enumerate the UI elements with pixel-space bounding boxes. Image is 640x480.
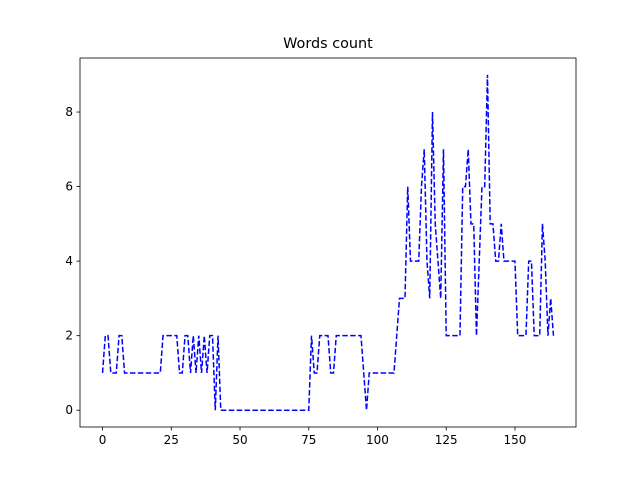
x-tick-label: 150	[504, 433, 527, 447]
y-tick-label: 8	[65, 105, 73, 119]
chart-title: Words count	[283, 36, 373, 52]
y-tick-label: 6	[65, 180, 73, 194]
axes-frame	[79, 57, 577, 428]
x-tick-label: 100	[366, 433, 389, 447]
x-tick-label: 0	[99, 433, 107, 447]
y-tick-label: 4	[65, 254, 73, 268]
x-tick-label: 75	[301, 433, 316, 447]
x-tick-label: 125	[435, 433, 458, 447]
x-tick-label: 50	[232, 433, 247, 447]
y-tick-label: 0	[65, 403, 73, 417]
x-tick-label: 25	[164, 433, 179, 447]
y-tick-label: 2	[65, 329, 73, 343]
line-series	[101, 74, 555, 411]
